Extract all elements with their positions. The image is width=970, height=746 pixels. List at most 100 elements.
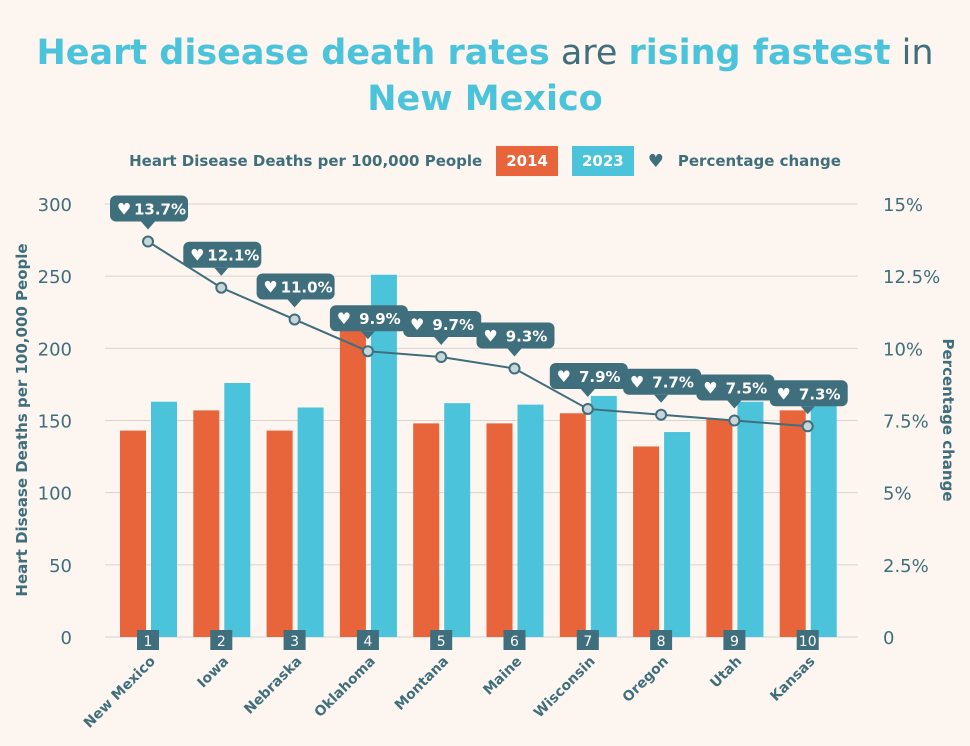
y2-tick-label: 7.5% [883, 412, 929, 433]
data-label: 12.1% [207, 247, 259, 265]
data-label: 9.9% [359, 310, 401, 328]
rank-badge [210, 630, 233, 650]
title-part: in [890, 33, 934, 73]
y2-tick-label: 12.5% [883, 267, 940, 288]
heart-icon: ♥ [703, 379, 717, 398]
x-tick-label: Iowa [194, 654, 232, 692]
rank-badge [283, 630, 306, 650]
rank-label: 1 [144, 634, 153, 650]
legend-2014: 2014 [496, 146, 558, 176]
y2-tick-label: 0 [883, 628, 894, 649]
heart-icon: ♥ [557, 367, 571, 386]
data-label-pointer [287, 299, 302, 308]
rank-label: 9 [730, 634, 739, 650]
y-tick-label: 300 [38, 195, 72, 216]
bar-2014 [193, 410, 220, 637]
bar-2023 [151, 401, 177, 637]
data-label-pointer [800, 406, 815, 415]
percentage-point [801, 420, 814, 433]
percentage-point [581, 402, 594, 415]
rank-badge [796, 630, 819, 650]
x-tick-label: Utah [707, 654, 745, 692]
data-label-box [696, 374, 775, 401]
percentage-point [728, 414, 741, 427]
bar-2023 [444, 403, 471, 637]
data-label-box [256, 273, 335, 300]
rank-badge [503, 630, 526, 650]
bar-2014 [559, 413, 586, 637]
heart-icon: ♥ [337, 309, 351, 328]
y-tick-label: 50 [49, 556, 72, 577]
data-label: 7.7% [652, 374, 694, 392]
data-label: 9.3% [506, 328, 548, 346]
data-label: 7.5% [726, 380, 768, 398]
heart-icon: ♥ [117, 200, 131, 219]
percentage-point [655, 408, 668, 421]
data-label-pointer [580, 388, 595, 397]
data-label-pointer [214, 267, 229, 276]
bar-2014 [779, 410, 806, 637]
y2-axis-label: Percentage change [939, 338, 957, 501]
percentage-point [361, 345, 374, 358]
y-tick-label: 100 [38, 484, 72, 505]
bar-2014 [266, 430, 293, 637]
data-label-pointer [141, 221, 155, 230]
percentage-line [147, 240, 808, 428]
rank-label: 6 [510, 634, 519, 650]
y2-tick-label: 15% [883, 195, 923, 216]
data-label: 7.3% [799, 385, 841, 403]
chart-title: Heart disease death rates are rising fas… [0, 30, 970, 122]
bar-2023 [224, 382, 251, 637]
rank-label: 8 [657, 634, 666, 650]
percentage-point [215, 281, 228, 294]
data-label-box [476, 322, 555, 349]
rank-label: 2 [217, 634, 226, 650]
y-tick-label: 0 [61, 628, 72, 649]
y2-tick-label: 2.5% [883, 556, 929, 577]
legend: Heart Disease Deaths per 100,000 People … [0, 146, 970, 176]
y-tick-label: 200 [38, 339, 72, 360]
bar-2023 [517, 404, 544, 637]
bar-2014 [120, 430, 146, 637]
bar-2023 [297, 407, 324, 637]
heart-icon: ♥ [263, 277, 277, 296]
bar-2023 [664, 432, 691, 637]
data-label: 11.0% [281, 278, 333, 296]
heart-icon: ♥ [647, 150, 664, 172]
title-part: rising fastest [628, 33, 891, 73]
y2-tick-label: 5% [883, 484, 912, 505]
legend-2023: 2023 [571, 146, 634, 176]
bar-2023 [590, 395, 617, 637]
bar-2014 [486, 423, 513, 637]
percentage-point [435, 350, 448, 363]
heart-icon: ♥ [190, 246, 204, 265]
bar-2023 [810, 398, 837, 637]
x-tick-label: Oregon [620, 654, 672, 706]
x-tick-label: Kansas [767, 654, 818, 705]
title-part: Heart disease death rates [36, 33, 550, 73]
rank-label: 4 [363, 634, 372, 650]
data-label-box [403, 310, 482, 337]
data-label: 13.7% [134, 201, 186, 219]
x-tick-label: Maine [480, 654, 525, 699]
rank-label: 7 [583, 634, 592, 650]
rank-label: 5 [437, 634, 446, 650]
data-label-pointer [507, 348, 522, 357]
data-label-box [623, 368, 702, 395]
data-label-box [549, 362, 628, 389]
data-label-pointer [727, 400, 742, 409]
x-tick-label: Nebraska [241, 654, 305, 718]
heart-icon: ♥ [410, 315, 424, 334]
x-tick-label: Wisconsin [531, 654, 599, 722]
legend-percentage: Percentage change [677, 152, 841, 170]
rank-label: 10 [799, 634, 817, 650]
data-label-pointer [434, 336, 449, 345]
y-tick-label: 150 [38, 412, 72, 433]
data-label-box [329, 305, 408, 332]
rank-badge [137, 630, 159, 650]
percentage-point [508, 362, 521, 375]
heart-icon: ♥ [483, 327, 497, 346]
data-label-box [769, 380, 848, 407]
